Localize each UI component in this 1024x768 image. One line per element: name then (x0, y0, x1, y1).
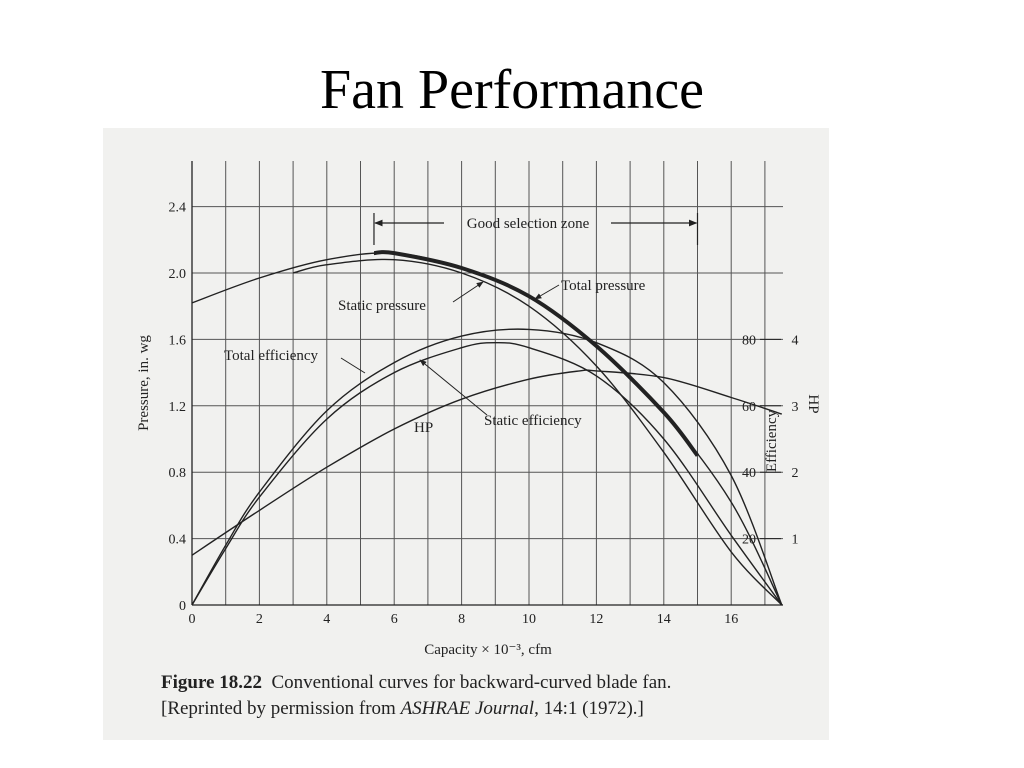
x-tick-label: 6 (391, 612, 398, 627)
y-axis-title: Pressure, in. wg (136, 335, 152, 431)
y-tick-label: 2.4 (169, 201, 187, 216)
caption-text: Conventional curves for backward-curved … (271, 672, 672, 693)
static-pressure-leader (452, 281, 484, 303)
y-tick-label: 1.2 (169, 400, 187, 415)
x-tick-label: 14 (657, 612, 671, 627)
y2-tick-label: 20 (742, 533, 756, 548)
caption-suffix: , 14:1 (1972).] (534, 698, 644, 719)
x-tick-label: 2 (256, 612, 263, 627)
x-axis-title: Capacity × 10⁻³, cfm (424, 642, 552, 658)
x-tick-label: 16 (724, 612, 738, 627)
y2-tick-label: 40 (742, 466, 756, 481)
y-tick-label: 1.6 (169, 333, 187, 348)
total-efficiency-label: Total efficiency (224, 348, 319, 364)
hp-curve-label: HP (414, 420, 433, 436)
y-tick-label: 0.8 (169, 466, 187, 481)
figure-scan: 0 0.4 0.8 1.2 1.6 2.0 2.4 0 2 4 6 8 10 12 14 16 Capacity… (103, 128, 829, 740)
total-pressure-leader (534, 284, 560, 300)
y2-tick-label: 60 (742, 400, 756, 415)
zone-label: Good selection zone (467, 216, 590, 232)
caption-line-2: [Reprinted by permission from ASHRAE Jou… (161, 696, 821, 722)
static-efficiency-label: Static efficiency (484, 413, 582, 429)
x-tick-label: 8 (458, 612, 465, 627)
total-pressure-label: Total pressure (561, 278, 646, 294)
caption-line-1: Figure 18.22 Conventional curves for bac… (161, 670, 821, 696)
selection-zone-curve (373, 250, 700, 457)
y3-axis-title: HP (805, 394, 821, 413)
y-tick-label: 2.0 (169, 267, 187, 282)
y2-axis-title: Efficiency (764, 409, 780, 472)
caption-prefix: [Reprinted by permission from (161, 698, 401, 719)
slide-title: Fan Performance (319, 59, 705, 121)
x-tick-label: 12 (589, 612, 603, 627)
caption-figure-label: Figure 18.22 (161, 672, 262, 693)
y3-tick-label: 2 (792, 466, 799, 481)
static-efficiency-curve (191, 341, 783, 606)
y3-tick-label: 3 (792, 400, 799, 415)
static-pressure-curve (292, 258, 783, 606)
y-tick-label: 0.4 (169, 533, 187, 548)
figure-caption: Figure 18.22 Conventional curves for bac… (161, 670, 821, 722)
x-tick-label: 4 (323, 612, 330, 627)
x-tick-label: 0 (189, 612, 196, 627)
caption-journal: ASHRAE Journal (400, 698, 535, 719)
fan-performance-chart: 00.40.81.21.62.02.40 2 4 6 8 10 12 14 16Capacity… (136, 161, 821, 658)
total-efficiency-curve (191, 328, 783, 606)
x-tick-label: 10 (522, 612, 536, 627)
y2-tick-label: 80 (742, 333, 756, 348)
total-efficiency-leader (340, 357, 366, 374)
y3-tick-label: 4 (792, 333, 799, 348)
y3-tick-label: 1 (792, 533, 799, 548)
static-efficiency-leader (419, 359, 488, 416)
y-tick-label: 0 (179, 599, 186, 614)
static-pressure-label: Static pressure (338, 298, 426, 314)
hp-curve (191, 369, 783, 556)
